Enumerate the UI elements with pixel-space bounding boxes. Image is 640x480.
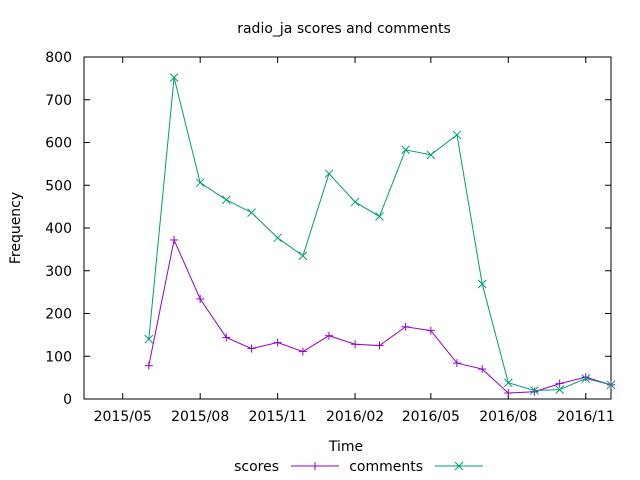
y-tick-label: 200: [45, 307, 72, 323]
data-point-scores: [375, 341, 384, 350]
y-axis-label: Frequency: [8, 192, 24, 264]
x-tick-label: 2016/05: [402, 409, 460, 425]
y-tick-label: 700: [45, 93, 72, 109]
data-point-scores: [530, 387, 539, 396]
data-point-comments: [503, 378, 513, 388]
x-tick-label: 2016/08: [479, 409, 537, 425]
legend: scores comments: [234, 459, 483, 475]
data-point-comments: [401, 145, 410, 155]
y-tick-label: 0: [63, 392, 72, 408]
x-tick-label: 2016/02: [326, 409, 384, 425]
data-point-scores: [196, 294, 205, 303]
data-point-scores: [504, 389, 513, 398]
data-point-comments: [581, 374, 591, 383]
data-point-comments: [144, 334, 154, 344]
data-point-comments: [169, 73, 179, 82]
data-point-comments: [375, 212, 384, 221]
data-point-comments: [195, 178, 205, 188]
data-point-scores: [144, 361, 153, 370]
data-point-comments: [452, 130, 462, 140]
data-point-comments: [273, 233, 282, 243]
x-tick-label: 2015/08: [171, 409, 229, 425]
x-tick-label: 2015/11: [249, 409, 307, 425]
y-tick-label: 600: [45, 136, 72, 152]
legend-marker-scores: [311, 462, 319, 470]
data-point-scores: [555, 379, 564, 388]
data-point-scores: [170, 235, 179, 244]
y-tick-label: 800: [45, 50, 72, 66]
legend-label-comments: comments: [349, 459, 423, 475]
x-tick-label: 2016/11: [557, 409, 615, 425]
legend-marker-comments: [454, 461, 464, 471]
plot-area: 0 100 200 300 400 500 600 700 800 2015/05 2015/08 2…: [45, 50, 616, 425]
data-point-scores: [452, 359, 461, 368]
y-tick-label: 100: [45, 349, 72, 365]
y-tick-label: 300: [45, 264, 72, 280]
chart-title: radio_ja scores and comments: [237, 21, 451, 37]
y-tick-label: 500: [45, 178, 72, 194]
data-point-comments: [298, 251, 308, 261]
series-line-scores: [148, 238, 612, 394]
data-point-scores: [401, 322, 410, 331]
data-point-scores: [298, 347, 307, 356]
data-point-scores: [426, 326, 435, 335]
data-point-scores: [222, 333, 231, 342]
data-point-comments: [247, 208, 256, 217]
plot-frame: [83, 56, 612, 400]
data-point-scores: [324, 331, 333, 340]
data-point-scores: [351, 340, 360, 349]
data-point-comments: [530, 386, 539, 395]
data-point-comments: [477, 279, 487, 289]
data-point-scores: [478, 365, 487, 374]
data-point-comments: [324, 169, 334, 179]
x-tick-label: 2015/05: [94, 409, 152, 425]
y-tick-label: 400: [45, 221, 72, 237]
data-point-scores: [247, 344, 256, 353]
legend-label-scores: scores: [234, 459, 279, 475]
data-point-comments: [606, 380, 616, 390]
data-point-comments: [221, 195, 231, 205]
data-point-scores: [273, 338, 282, 347]
x-axis-label: Time: [328, 439, 363, 455]
data-point-comments: [426, 150, 436, 160]
data-point-comments: [555, 385, 565, 394]
data-point-comments: [350, 197, 360, 207]
data-point-scores: [581, 373, 590, 382]
